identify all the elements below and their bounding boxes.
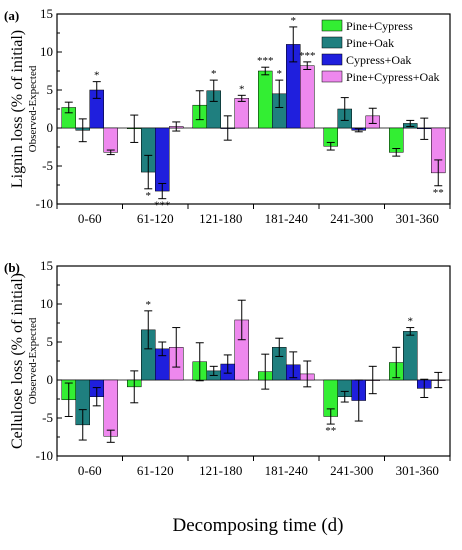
y-tick-label: 10: [40, 44, 53, 59]
y-tick-label: -10: [36, 448, 53, 463]
y-tick-label: 15: [40, 6, 53, 21]
legend-swatch: [321, 19, 343, 32]
legend-swatch: [321, 70, 343, 83]
y-tick-label: 0: [47, 120, 54, 135]
bar: [403, 331, 418, 381]
significance-label: ***: [257, 55, 274, 67]
panel-label: (a): [4, 8, 19, 23]
significance-label: *: [146, 299, 152, 311]
y-tick-label: -5: [42, 410, 53, 425]
significance-label: *: [408, 316, 414, 328]
significance-label: *: [146, 190, 152, 202]
significance-label: *: [277, 68, 283, 80]
x-tick-label: 61-120: [137, 211, 174, 226]
x-tick-label: 181-240: [265, 463, 308, 478]
legend-label: Cypress+Oak: [346, 53, 411, 67]
y-axis-subtitle: Observed-Expected: [27, 317, 39, 404]
bar: [103, 127, 118, 153]
legend-swatch: [321, 53, 343, 66]
legend-label: Pine+Cypress+Oak: [346, 70, 440, 84]
x-tick-label: 0-60: [78, 463, 102, 478]
significance-label: **: [325, 425, 336, 437]
bar: [103, 379, 118, 437]
x-tick-label: 241-300: [330, 211, 373, 226]
x-tick-label: 241-300: [330, 463, 373, 478]
x-tick-label: 301-360: [396, 463, 439, 478]
y-tick-label: 15: [40, 258, 53, 273]
bar: [300, 65, 315, 129]
y-tick-label: 5: [47, 82, 54, 97]
legend-swatch: [321, 36, 343, 49]
bar: [258, 70, 273, 129]
significance-label: *: [211, 68, 217, 80]
x-axis-title: Decomposing time (d): [173, 515, 344, 536]
x-tick-label: 61-120: [137, 463, 174, 478]
x-tick-label: 121-180: [199, 463, 242, 478]
bar: [234, 98, 249, 129]
y-tick-label: 0: [47, 372, 54, 387]
x-tick-label: 181-240: [265, 211, 308, 226]
y-axis-subtitle: Observed-Expected: [27, 65, 39, 152]
x-tick-label: 0-60: [78, 211, 102, 226]
y-tick-label: 5: [47, 334, 54, 349]
y-tick-label: 10: [40, 296, 53, 311]
significance-label: ***: [299, 50, 316, 62]
significance-label: *: [239, 83, 245, 95]
significance-label: *: [291, 15, 297, 27]
y-axis-title: Cellulose loss (% of initial): [9, 273, 26, 449]
legend-label: Pine+Cypress: [346, 19, 413, 33]
legend: Pine+Cypress Pine+Oak Cypress+Oak Pine+Cypr…: [321, 19, 440, 84]
x-tick-label: 121-180: [199, 211, 242, 226]
significance-label: *: [94, 70, 100, 82]
legend-label: Pine+Oak: [346, 36, 394, 50]
bar: [155, 127, 170, 192]
significance-label: ***: [154, 200, 171, 212]
y-tick-label: -10: [36, 196, 53, 211]
y-tick-label: -5: [42, 158, 53, 173]
x-tick-label: 301-360: [396, 211, 439, 226]
y-axis-title: Lignin loss (% of initial): [9, 30, 26, 188]
panel-label: (b): [4, 260, 20, 275]
significance-label: **: [433, 187, 444, 199]
